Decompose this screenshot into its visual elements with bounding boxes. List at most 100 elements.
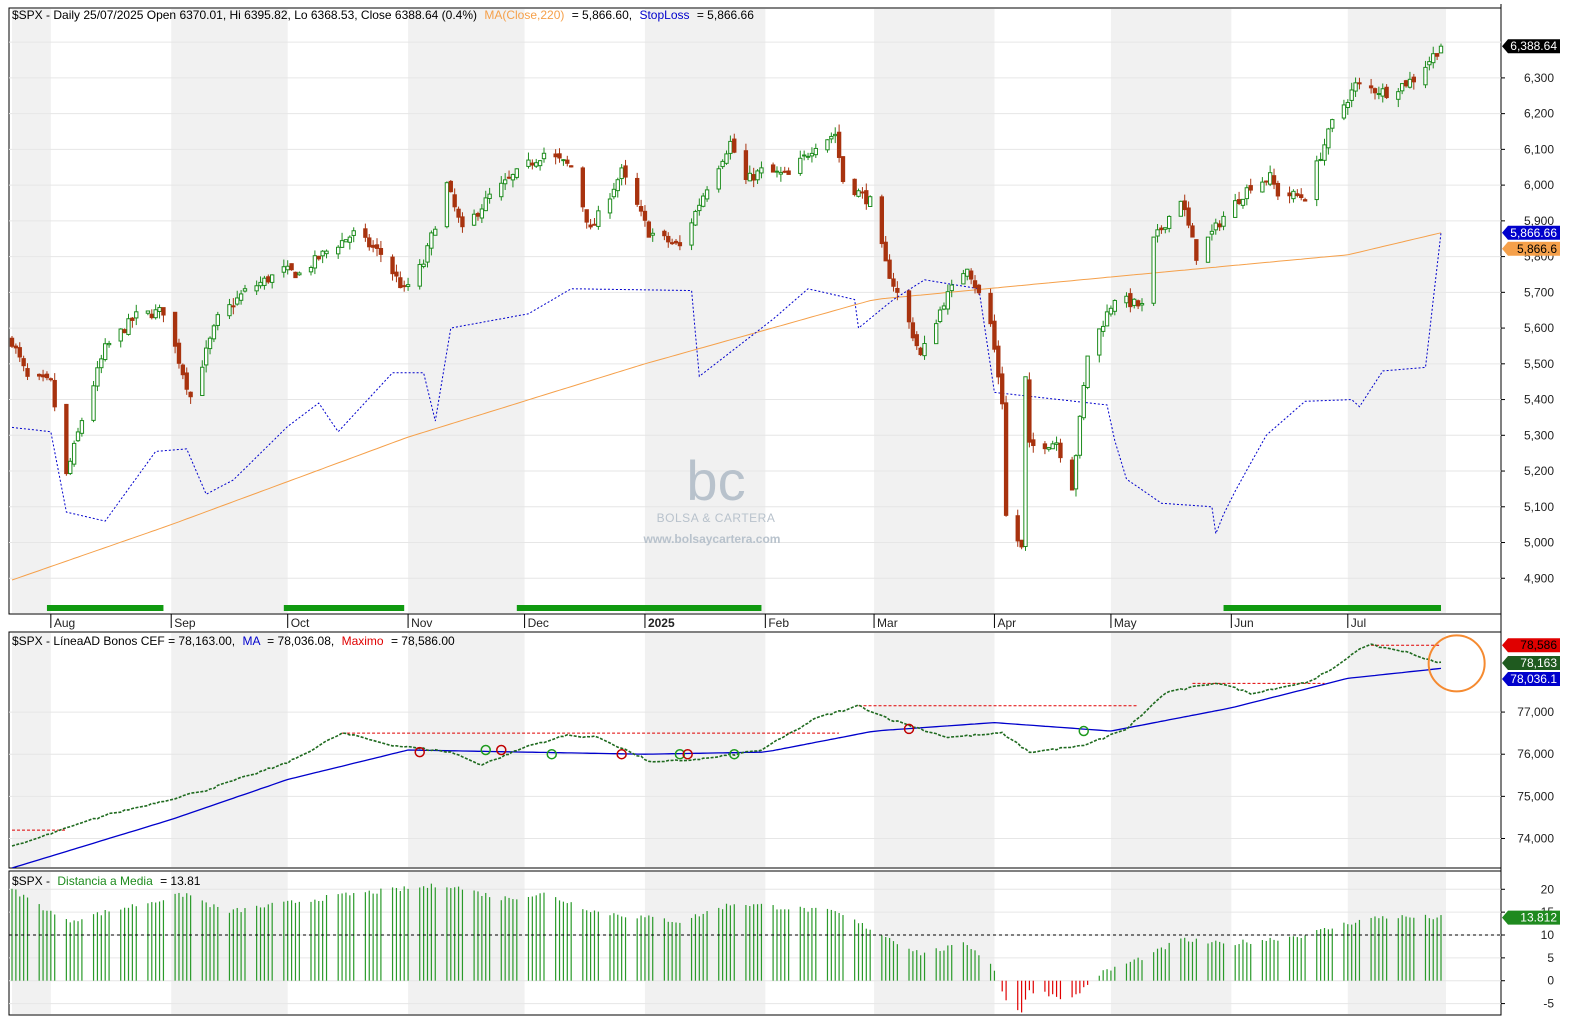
candle: [801, 150, 807, 161]
candle: [487, 187, 492, 204]
candle: [840, 156, 846, 184]
candle: [1073, 454, 1079, 497]
value-tag: 13.812: [1502, 910, 1560, 925]
candle: [1167, 215, 1172, 233]
candle: [425, 243, 430, 268]
candles: [9, 43, 1444, 551]
value-tags: 6,388.64 5,866.66 5,866.6 78,586 78,163 78,03…: [1502, 39, 1560, 925]
candle: [37, 373, 42, 381]
candle: [1318, 152, 1323, 162]
signal-bars: [46, 605, 1441, 611]
candle: [134, 304, 139, 326]
candle: [569, 165, 574, 168]
candle: [64, 403, 69, 476]
y-tick-label: 75,000: [1517, 789, 1554, 803]
candle: [720, 159, 725, 169]
dist-header-symbol: $SPX -: [12, 874, 50, 888]
main-header-stop: StopLoss: [639, 8, 689, 22]
x-tick-label: Nov: [411, 616, 432, 630]
x-tick-label: Aug: [54, 616, 75, 630]
candle: [879, 194, 884, 248]
candle: [52, 373, 57, 412]
band-8-1: [874, 633, 995, 867]
candle: [968, 268, 974, 285]
candle: [580, 166, 585, 212]
x-tick-label: Mar: [877, 616, 898, 630]
candle: [1205, 236, 1211, 263]
candle: [988, 288, 993, 327]
band-8-2: [874, 872, 995, 1014]
candle: [945, 284, 951, 315]
candle: [724, 150, 729, 165]
candle: [75, 427, 81, 442]
x-tick-label: Jul: [1351, 616, 1366, 630]
candle: [864, 183, 869, 210]
candle: [180, 363, 186, 380]
signal-bar-0: [46, 605, 164, 611]
candle: [922, 335, 927, 360]
candle: [883, 235, 888, 262]
candle: [537, 159, 543, 171]
candle: [510, 173, 516, 188]
value-tag: 5,866.66: [1502, 225, 1560, 240]
value-tag-label: 78,036.1: [1510, 672, 1557, 686]
candle: [1019, 539, 1024, 550]
candle: [755, 169, 760, 184]
candle: [1240, 198, 1246, 209]
candle: [269, 274, 275, 289]
candle: [561, 159, 566, 166]
value-tag-label: 5,866.6: [1517, 242, 1557, 256]
candle: [646, 220, 652, 238]
candle: [751, 167, 756, 188]
y-tick-label: 5,500: [1524, 357, 1554, 371]
candle: [1407, 71, 1413, 89]
candle: [961, 269, 966, 285]
candle: [1042, 441, 1048, 455]
candle: [906, 289, 912, 329]
band-6-0: [644, 9, 766, 613]
candle: [887, 254, 892, 280]
candle: [1190, 222, 1195, 238]
candle: [68, 457, 73, 476]
candle: [118, 328, 123, 348]
candle: [662, 229, 667, 241]
dist-header: $SPX - Distancia a Media = 13.81: [12, 874, 201, 888]
candle: [161, 307, 166, 323]
x-axis-ticks: Aug Sep Oct Nov Dec 2025 Feb Mar Apr May Jun Jul: [50, 614, 1366, 630]
candle: [1233, 193, 1238, 218]
cross-marker-down: [414, 746, 425, 758]
watermark-logo: bc: [686, 449, 745, 512]
main-header: $SPX - Daily 25/07/2025 Open 6370.01, Hi…: [12, 8, 754, 22]
candle: [716, 165, 721, 193]
candle: [145, 310, 151, 316]
candle: [910, 317, 916, 342]
candle: [965, 268, 970, 281]
candle: [1155, 224, 1160, 243]
cross-marker-up: [546, 748, 558, 760]
signal-bar-1: [283, 605, 405, 611]
candle: [308, 265, 314, 276]
candle: [71, 440, 77, 467]
y-tick-label: 5,900: [1524, 214, 1554, 228]
candle: [471, 209, 477, 226]
band-12-1: [1347, 633, 1446, 867]
candle: [91, 380, 96, 423]
candle: [367, 234, 372, 251]
band-0-1: [12, 633, 51, 867]
y-tick-label: 5: [1547, 951, 1554, 965]
value-tag-label: 6,388.64: [1510, 39, 1557, 53]
candle: [825, 139, 830, 153]
watermark-url: www.bolsaycartera.com: [643, 532, 781, 546]
cross-marker-down: [682, 748, 693, 760]
y-tick-label: -5: [1543, 997, 1554, 1011]
y-tick-label: 10: [1541, 928, 1555, 942]
candle: [976, 283, 982, 295]
candle: [475, 211, 481, 221]
band-10-1: [1110, 633, 1232, 867]
candle: [1260, 177, 1265, 193]
candle: [499, 176, 504, 201]
candle: [502, 173, 508, 190]
candle: [1081, 382, 1086, 421]
